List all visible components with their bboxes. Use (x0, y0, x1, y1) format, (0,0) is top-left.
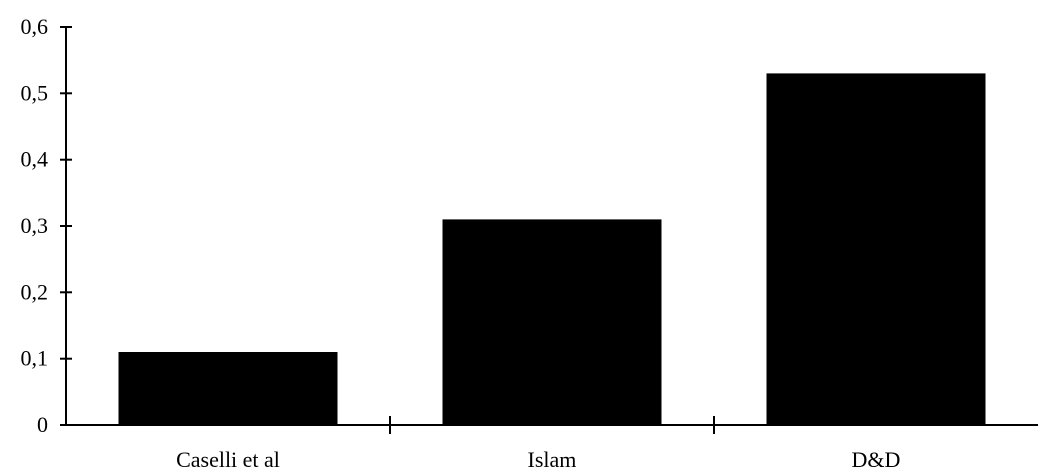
y-tick-label: 0,4 (21, 147, 49, 172)
bars-layer (118, 73, 986, 426)
axes-layer (60, 26, 1038, 434)
x-tick-label: Islam (528, 447, 577, 472)
y-tick-label: 0,6 (21, 14, 49, 39)
bar-caselli-et-al (118, 352, 338, 425)
labels-layer: Caselli et al Islam D&D 0 0,1 0,2 0,3 0,4 0,5 0,6 (21, 14, 901, 472)
bar-islam (442, 219, 662, 425)
bar-d-d (766, 73, 986, 426)
y-tick-label: 0,2 (21, 279, 49, 304)
x-tick-label: D&D (852, 447, 901, 472)
y-tick-label: 0,3 (21, 213, 49, 238)
x-tick-label: Caselli et al (176, 447, 280, 472)
y-tick-label: 0,5 (21, 80, 49, 105)
y-tick-label: 0 (37, 412, 48, 437)
y-tick-label: 0,1 (21, 346, 49, 371)
